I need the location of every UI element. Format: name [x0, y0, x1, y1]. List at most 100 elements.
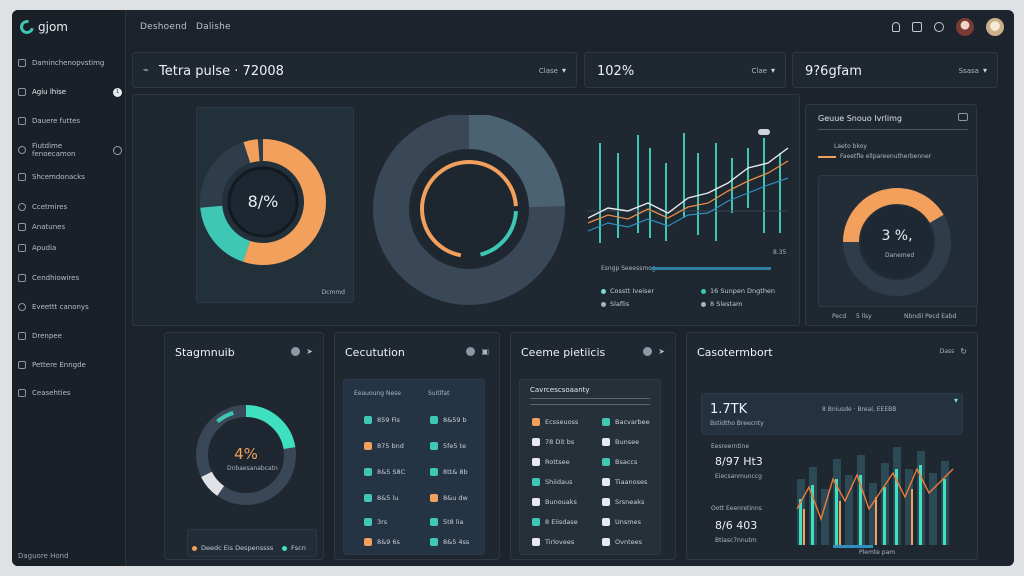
pieticis-list: Cavrcescsoaanty Ecsseuoss Bacvarbee 78 D…	[519, 379, 661, 555]
gauge-value: 4%	[234, 445, 258, 463]
card-dropdown[interactable]: Ssasa ▾	[958, 66, 987, 75]
gauge-legend-right: Fscn	[282, 544, 306, 552]
arrow-right-icon[interactable]: ➤	[306, 347, 313, 356]
lock-icon	[18, 389, 26, 397]
card-dropdown[interactable]: Dass ↻	[939, 347, 967, 356]
sidebar-item-0[interactable]: Daminchenopvstimg	[18, 54, 122, 72]
expand-icon[interactable]	[958, 113, 968, 121]
logo[interactable]: gjom	[17, 17, 68, 37]
list-item: 8&59 b	[430, 416, 467, 424]
list-header: Cavrcescsoaanty	[530, 386, 590, 394]
row-icon	[602, 518, 610, 526]
sidebar-item-4[interactable]: Shcemdonacks	[18, 168, 122, 186]
stat-label-1: Oott Eeenretinns	[711, 505, 762, 512]
list-item: 5fe5 te	[430, 442, 466, 450]
list-item: 5t8 lia	[430, 518, 463, 526]
side-donut-value: 3 %,	[881, 228, 913, 244]
bottom-card-cecutution: Cecutution ▣ Eeauoung Nese Suitlfat 859 …	[334, 332, 500, 560]
sidebar-footer: Daguore Hond	[18, 552, 69, 560]
row-icon	[364, 494, 372, 502]
row-icon	[602, 498, 610, 506]
document-icon	[18, 274, 26, 282]
bar-chart-footer: Plemte pam	[859, 549, 896, 556]
card-title: Ceeme pietiicis	[521, 346, 606, 359]
breadcrumb-item-0[interactable]: Deshoend	[140, 22, 187, 32]
orange-marker	[818, 156, 836, 158]
header-card-pulse: ⌁ Tetra pulse · 72008 Clase ▾	[132, 52, 577, 88]
legend-item-2: Slaflis	[601, 300, 629, 308]
list-item: 3rs	[364, 518, 387, 526]
row-icon	[364, 518, 372, 526]
settings-icon[interactable]	[466, 347, 476, 356]
stat-sub-1: Btiasc7nnutm	[715, 537, 757, 544]
list-item: 8&9 6s	[364, 538, 400, 546]
card-title: 9?6gfam	[805, 64, 862, 79]
sidebar-item-1[interactable]: Agiu lhise 1	[18, 83, 122, 101]
side-panel: Geuue Snouo Ivrlimg Laeto bkoy Faeetfle …	[805, 104, 978, 326]
row-icon	[430, 538, 438, 546]
settings-icon[interactable]	[643, 347, 653, 356]
logo-text: gjom	[38, 20, 68, 34]
chat-icon[interactable]	[934, 22, 944, 32]
list-item: Bacvarbee	[602, 418, 650, 426]
list-item: 8&u dw	[430, 494, 468, 502]
sidebar-item-12[interactable]: Ceasehties	[18, 384, 122, 402]
gauge-footer-panel: Deedc Eis Despenssss Fscn	[187, 529, 317, 557]
list-item: 8&5 4ss	[430, 538, 469, 546]
sidebar-item-3[interactable]: Fiutdime fenoecamon	[18, 141, 122, 159]
list-header-right: Suitlfat	[428, 390, 450, 397]
legend-dot	[192, 545, 197, 551]
monitor-icon[interactable]	[912, 22, 922, 32]
avatar-secondary[interactable]	[986, 18, 1004, 36]
card-title: Casotermbort	[697, 346, 773, 359]
chart-icon	[18, 173, 26, 181]
settings-icon[interactable]	[291, 347, 301, 356]
side-footer-mid: 5 llsy	[856, 313, 872, 320]
avatar[interactable]	[956, 18, 974, 36]
bottom-card-stagnation: Stagmnuib ➤ 4% Dnbaesanabcatn Deedc Eis …	[164, 332, 324, 560]
row-icon	[602, 458, 610, 466]
line-chart-value: 8.35	[773, 249, 787, 256]
top-actions	[892, 18, 1004, 36]
row-icon	[532, 458, 540, 466]
row-icon	[364, 442, 372, 450]
breadcrumb-item-1[interactable]: Dalishe	[195, 22, 231, 32]
lock-icon[interactable]: ▣	[481, 347, 489, 356]
sidebar-item-10[interactable]: Drenpee	[18, 327, 122, 345]
stat-value-1: 8/6 403	[715, 519, 758, 532]
sidebar-item-5[interactable]: Ccetmires	[18, 198, 122, 216]
kpi-panel: 1.7TK Bstidtho Breecnty 8 Bniusde · Brea…	[701, 393, 963, 435]
card-title: Cecutution	[345, 346, 405, 359]
bell-icon[interactable]	[892, 22, 900, 32]
folder-icon	[18, 117, 26, 125]
card-dropdown[interactable]: Clase ▾	[538, 66, 566, 75]
clock-icon	[18, 146, 26, 154]
list-item: Shiidaus	[532, 478, 572, 486]
side-donut-chart	[843, 188, 951, 296]
sidebar-item-11[interactable]: Pettere Enngde	[18, 356, 122, 374]
row-icon	[602, 438, 610, 446]
sidebar-item-7[interactable]: Apudia	[18, 239, 122, 257]
legend-item-0: Cosstt Iveiser	[601, 287, 654, 295]
legend-dot	[701, 288, 706, 294]
list-item: 8 Eiisdase	[532, 518, 578, 526]
donut-value: 8/%	[247, 192, 279, 211]
list-item: Rottsee	[532, 458, 570, 466]
chevron-down-icon: ▾	[561, 66, 566, 75]
bottom-card-pieticis: Ceeme pietiicis ➤ Cavrcescsoaanty Ecsseu…	[510, 332, 676, 560]
arrow-right-icon[interactable]: ➤	[658, 347, 665, 356]
row-icon	[532, 418, 540, 426]
sidebar-item-6[interactable]: Anatunes	[18, 218, 122, 236]
sidebar-item-9[interactable]: Eveettt canonys	[18, 298, 122, 316]
chevron-down-icon: ▾	[982, 66, 987, 75]
sidebar-item-8[interactable]: Cendhiowires	[18, 269, 122, 287]
stat-value-0: 8/97 Ht3	[715, 455, 763, 468]
legend-dot	[701, 301, 706, 307]
list-item: 875 bnd	[364, 442, 404, 450]
chevron-down-icon[interactable]: ▾	[953, 396, 958, 405]
card-dropdown[interactable]: Clae ▾	[751, 66, 775, 75]
list-item: Tirlovees	[532, 538, 574, 546]
calendar-icon	[18, 303, 26, 311]
sidebar-item-2[interactable]: Dauere futtes	[18, 112, 122, 130]
row-icon	[532, 538, 540, 546]
